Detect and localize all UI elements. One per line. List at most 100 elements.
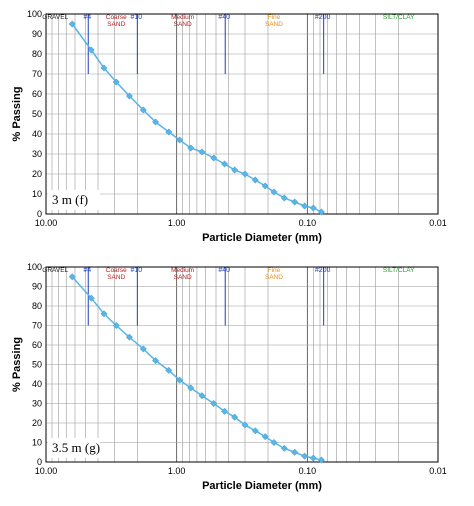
data-point — [231, 413, 239, 421]
y-tick-label: 10 — [32, 189, 42, 199]
data-point — [221, 160, 229, 168]
soil-class-label-line: GRAVEL — [42, 14, 68, 21]
soil-class-label-line: Fine — [268, 14, 281, 21]
y-tick-label: 0 — [37, 457, 42, 467]
data-point — [241, 170, 249, 178]
y-tick-label: 20 — [32, 169, 42, 179]
data-point — [176, 376, 184, 384]
x-tick-label: 0.10 — [299, 218, 317, 228]
y-tick-label: 0 — [37, 209, 42, 219]
data-point — [125, 92, 133, 100]
y-tick-label: 30 — [32, 399, 42, 409]
sieve-label: #4 — [83, 267, 91, 274]
sieve-label: #40 — [218, 14, 230, 21]
soil-class-label: Medium SAND — [171, 267, 194, 281]
y-tick-label: 60 — [32, 340, 42, 350]
x-tick-label: 0.01 — [429, 218, 447, 228]
soil-class-label-line: Medium — [171, 267, 194, 274]
data-point — [291, 198, 299, 206]
data-point — [198, 148, 206, 156]
soil-class-label: Fine SAND — [265, 14, 283, 28]
soil-class-label-line: SAND — [107, 274, 125, 281]
data-point — [152, 118, 160, 126]
y-tick-label: 40 — [32, 129, 42, 139]
annotation-background — [48, 190, 100, 210]
data-point — [198, 392, 206, 400]
soil-class-label: Coarse SAND — [106, 267, 127, 281]
data-point — [152, 357, 160, 365]
data-point — [187, 384, 195, 392]
soil-class-label-line: SILT/CLAY — [383, 14, 415, 21]
plot-frame — [45, 13, 439, 215]
y-tick-label: 10 — [32, 438, 42, 448]
data-point — [165, 128, 173, 136]
soil-class-label-line: Fine — [268, 267, 281, 274]
y-tick-label: 50 — [32, 360, 42, 370]
y-tick-label: 60 — [32, 89, 42, 99]
data-point — [139, 106, 147, 114]
soil-class-label: Fine SAND — [265, 267, 283, 281]
y-tick-label: 20 — [32, 418, 42, 428]
data-point — [251, 176, 259, 184]
soil-class-label-line: SAND — [174, 274, 192, 281]
data-point — [112, 321, 120, 330]
data-point — [309, 454, 317, 462]
y-tick-label: 90 — [32, 282, 42, 292]
sieve-label: #200 — [315, 267, 331, 274]
soil-class-label-line: GRAVEL — [42, 267, 68, 274]
soil-class-label: SILT/CLAY — [383, 14, 415, 21]
y-tick-label: 100 — [27, 9, 42, 19]
x-tick-label: 1.00 — [168, 218, 186, 228]
x-tick-label: 0.10 — [299, 466, 317, 476]
data-point — [270, 438, 278, 447]
data-point — [280, 194, 288, 202]
data-point — [176, 136, 184, 144]
y-tick-label: 80 — [32, 301, 42, 311]
data-point — [231, 166, 239, 174]
y-tick-label: 70 — [32, 69, 42, 79]
data-point — [210, 399, 218, 408]
soil-class-label: SILT/CLAY — [383, 267, 415, 274]
data-point — [187, 144, 195, 152]
data-point — [68, 273, 76, 281]
data-point — [291, 448, 299, 456]
soil-class-label: GRAVEL — [42, 14, 68, 21]
data-point — [125, 333, 133, 341]
data-point — [221, 407, 229, 415]
data-point — [270, 188, 278, 196]
data-point — [261, 433, 269, 441]
x-tick-label: 10.00 — [35, 218, 58, 228]
x-tick-label: 1.00 — [168, 466, 186, 476]
data-point — [87, 46, 95, 54]
x-axis-title: Particle Diameter (mm) — [202, 232, 322, 244]
data-point — [309, 204, 317, 212]
annotation-background — [48, 438, 100, 458]
data-point — [100, 310, 108, 318]
data-point — [251, 427, 259, 435]
data-point — [100, 64, 108, 72]
y-tick-label: 50 — [32, 109, 42, 119]
x-axis-title: Particle Diameter (mm) — [202, 480, 322, 492]
y-tick-label: 100 — [27, 262, 42, 272]
data-point — [165, 366, 173, 374]
y-tick-label: 80 — [32, 49, 42, 59]
x-tick-label: 0.01 — [429, 466, 447, 476]
soil-class-label-line: SAND — [174, 21, 192, 28]
soil-class-label-line: SAND — [265, 274, 283, 281]
y-axis-title: % Passing — [11, 337, 23, 392]
sieve-label: #10 — [130, 14, 142, 21]
soil-class-label-line: Medium — [171, 14, 194, 21]
plot-frame — [45, 266, 439, 463]
data-point — [261, 182, 269, 190]
soil-class-label-line: SILT/CLAY — [383, 267, 415, 274]
sample-depth-label: 3 m (f) — [52, 192, 88, 207]
soil-class-label-line: SAND — [107, 21, 125, 28]
x-tick-label: 10.00 — [35, 466, 58, 476]
y-axis-title: % Passing — [11, 86, 23, 141]
soil-class-label-line: Coarse — [106, 14, 127, 21]
data-point — [241, 421, 249, 429]
data-point — [301, 452, 309, 460]
